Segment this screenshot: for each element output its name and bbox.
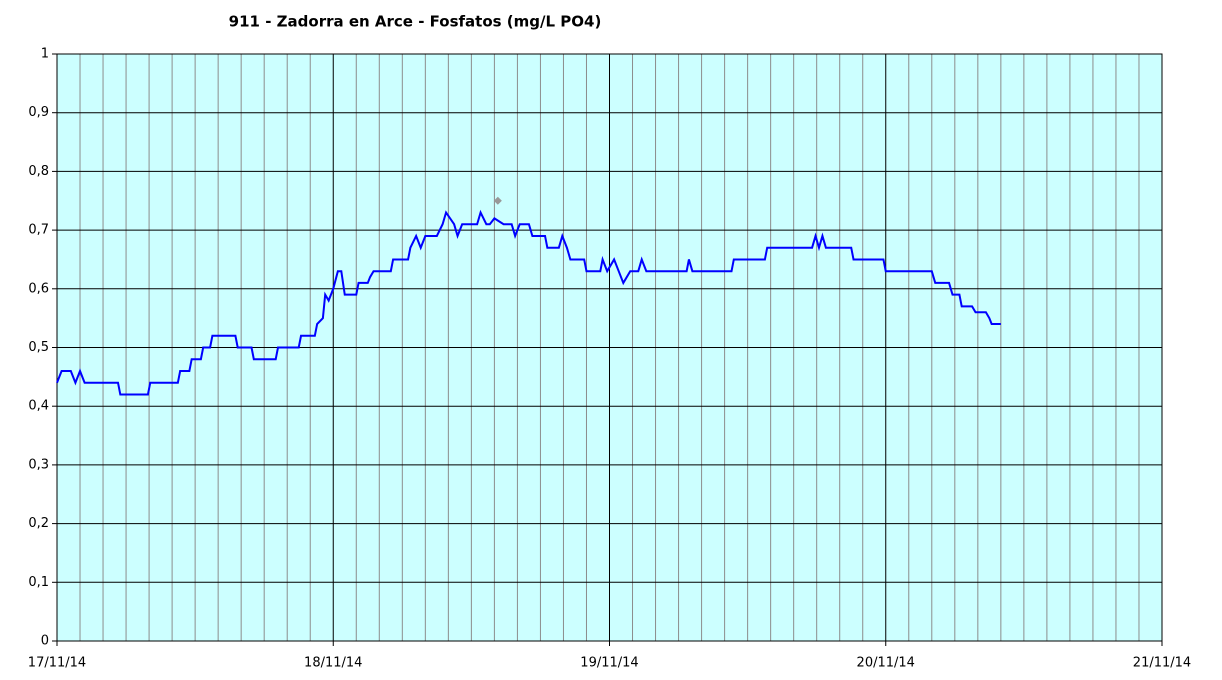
y-tick-label: 0,1 [28, 575, 49, 590]
y-tick-label: 0,3 [28, 457, 49, 472]
y-tick-label: 0,2 [28, 516, 49, 531]
y-tick-label: 0,4 [28, 399, 49, 414]
x-tick-label: 20/11/14 [857, 656, 915, 671]
y-tick-label: 0,9 [28, 105, 49, 120]
y-tick-label: 0,6 [28, 281, 49, 296]
y-tick-label: 0 [41, 634, 49, 649]
y-tick-label: 1 [41, 47, 49, 62]
series-line [56, 209, 1001, 396]
plot-border [56, 53, 1163, 642]
y-tick-label: 0,7 [28, 223, 49, 238]
chart-title: 911 - Zadorra en Arce - Fosfatos (mg/L P… [229, 13, 602, 31]
x-tick-label: 21/11/14 [1133, 656, 1191, 671]
x-tick-label: 18/11/14 [304, 656, 362, 671]
x-tick-label: 17/11/14 [28, 656, 86, 671]
y-tick-label: 0,8 [28, 164, 49, 179]
y-tick-label: 0,5 [28, 340, 49, 355]
data-point [493, 196, 502, 205]
x-tick-label: 19/11/14 [580, 656, 638, 671]
